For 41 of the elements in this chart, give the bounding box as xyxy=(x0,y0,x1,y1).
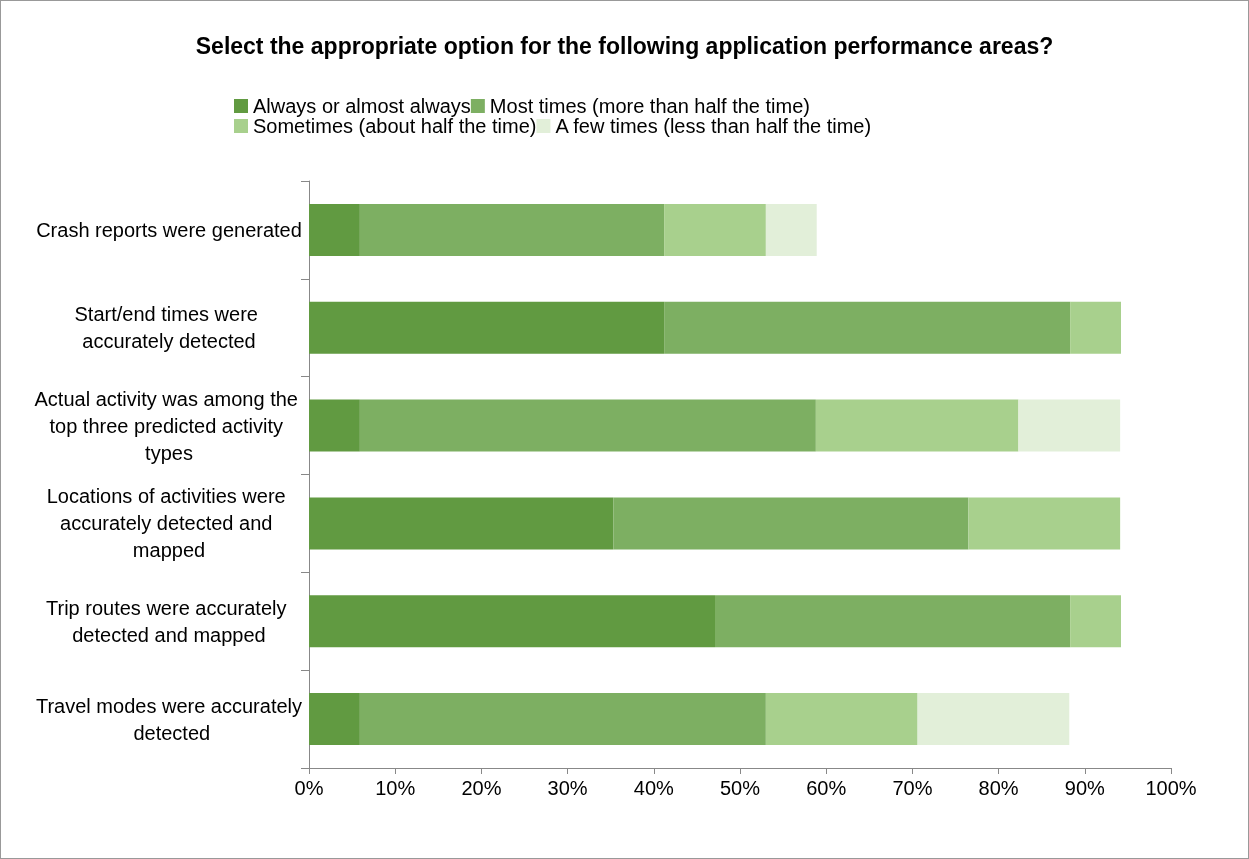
legend-label: Always or almost always xyxy=(253,95,471,117)
y-tick-label: Crash reports were generated xyxy=(36,218,302,241)
x-tick-label: 10% xyxy=(375,777,416,799)
bar xyxy=(309,399,360,452)
x-tick-label: 100% xyxy=(1145,777,1197,799)
x-tick-label: 0% xyxy=(294,777,324,799)
bar xyxy=(1070,595,1121,648)
bar xyxy=(309,595,715,648)
bar xyxy=(1070,301,1121,354)
chart-title: Select the appropriate option for the following application performance areas? xyxy=(195,32,1054,59)
bar xyxy=(1018,399,1121,452)
bar xyxy=(765,693,918,746)
y-tick-label: Trip routes were accurately detected and mapped xyxy=(45,596,293,646)
y-tick-label: Actual activity was among the top three predicted activity types xyxy=(34,387,304,464)
x-tick-label: 60% xyxy=(806,777,847,799)
y-tick-label: Locations of activities were accurately detected and mapped xyxy=(46,485,292,562)
x-tick-label: 40% xyxy=(633,777,675,799)
y-tick-label: Start/end times were accurately detected xyxy=(74,303,264,353)
legend-label: Most times (more than half the time) xyxy=(489,95,810,117)
bar xyxy=(309,693,360,746)
x-tick-label: 80% xyxy=(978,777,1019,799)
bar xyxy=(765,203,817,256)
bar xyxy=(968,497,1121,550)
x-tick-label: 30% xyxy=(547,777,588,799)
x-tick-label: 90% xyxy=(1064,777,1106,799)
bar xyxy=(815,399,1019,452)
bar xyxy=(359,203,665,256)
bar xyxy=(917,693,1070,746)
bar xyxy=(715,595,1071,648)
bar xyxy=(309,203,360,256)
bar xyxy=(359,693,766,746)
x-tick-label: 70% xyxy=(892,777,933,799)
bar xyxy=(613,497,969,550)
bar xyxy=(309,497,614,550)
y-tick-label: Travel modes were accurately detected xyxy=(35,694,303,744)
bar xyxy=(664,301,1071,354)
bar xyxy=(359,399,816,452)
x-tick-label: 50% xyxy=(719,777,761,799)
x-tick-label: 20% xyxy=(461,777,502,799)
bar xyxy=(664,203,766,256)
bar xyxy=(309,301,665,354)
